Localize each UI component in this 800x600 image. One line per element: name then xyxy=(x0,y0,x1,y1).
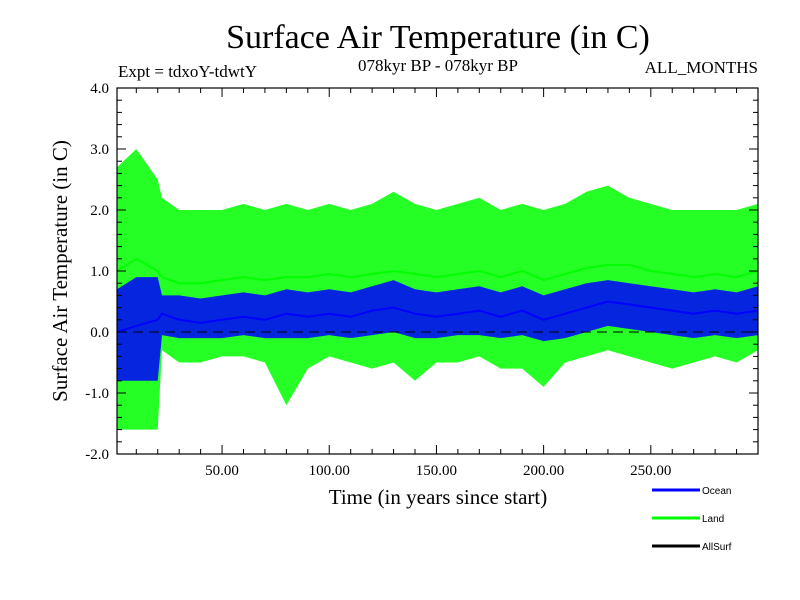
plot-area xyxy=(116,149,759,430)
series-ocean xyxy=(116,277,759,381)
x-tick-label: 150.00 xyxy=(416,463,457,479)
y-tick-label: -2.0 xyxy=(85,447,109,463)
x-tick-label: 200.00 xyxy=(523,463,564,479)
x-tick-label: 250.00 xyxy=(630,463,671,479)
y-tick-label: 2.0 xyxy=(90,203,109,219)
plot-frame xyxy=(116,87,759,455)
legend-label-land: Land xyxy=(702,514,724,525)
legend-label-allsurf: AllSurf xyxy=(702,542,732,553)
legend: Ocean Land AllSurf xyxy=(652,486,732,553)
y-tick-label: 0.0 xyxy=(90,325,109,341)
y-tick-label: 4.0 xyxy=(90,81,109,97)
y-tick-label: 3.0 xyxy=(90,142,109,158)
y-tick-label: 1.0 xyxy=(90,264,109,280)
experiment-label: Expt = tdxoY-tdwtY xyxy=(118,62,257,81)
axis-ticks: 50.00 100.00 150.00 200.00 250.00 -2.0 -1.0 0.0… xyxy=(85,81,758,479)
x-axis-label: Time (in years since start) xyxy=(329,485,548,509)
y-tick-label: -1.0 xyxy=(85,386,109,402)
series-ocean-line xyxy=(116,300,759,333)
chart-title: Surface Air Temperature (in C) xyxy=(226,19,650,56)
legend-label-ocean: Ocean xyxy=(702,486,731,497)
y-axis-label: Surface Air Temperature (in C) xyxy=(48,140,72,402)
months-label: ALL_MONTHS xyxy=(645,58,758,77)
period-label: 078kyr BP - 078kyr BP xyxy=(358,56,518,75)
series-land xyxy=(116,149,759,430)
x-tick-label: 50.00 xyxy=(205,463,239,479)
series-ocean-range xyxy=(117,277,758,381)
series-land-range xyxy=(117,149,758,430)
series-land-line xyxy=(116,257,759,285)
x-tick-label: 100.00 xyxy=(309,463,350,479)
